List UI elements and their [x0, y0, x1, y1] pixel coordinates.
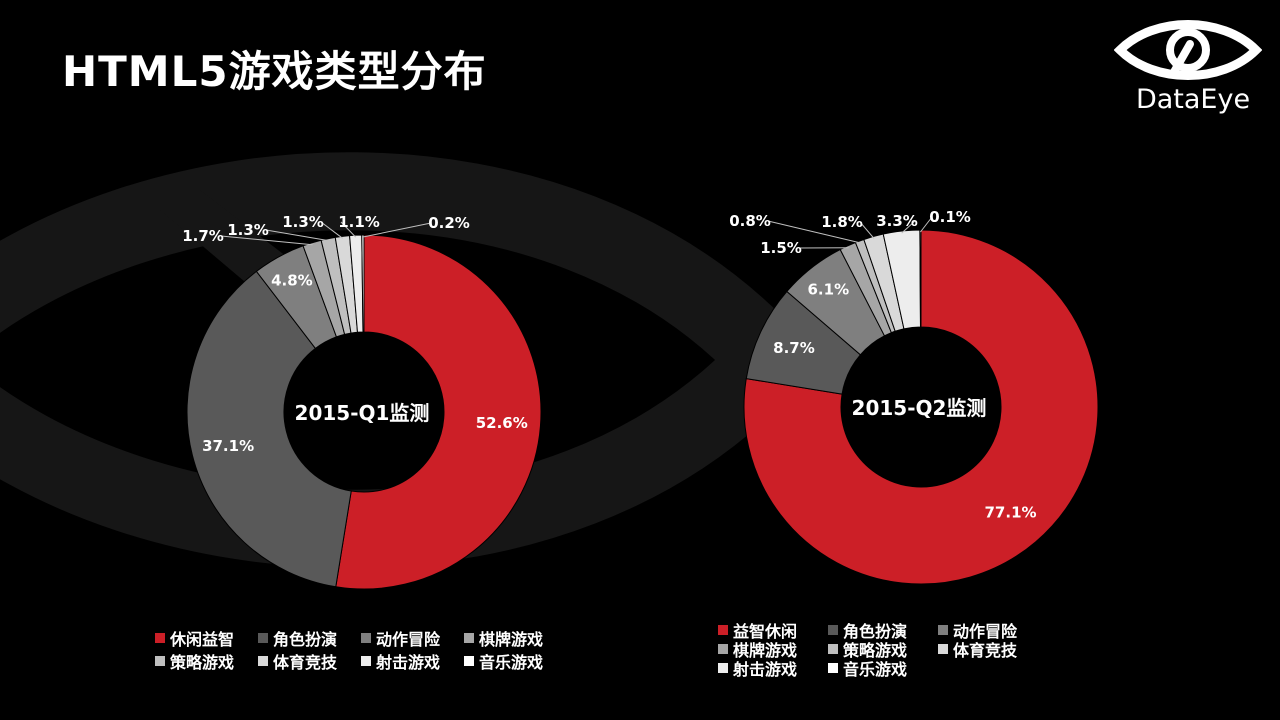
logo-text: DataEye [1135, 84, 1251, 115]
center-label: 2015-Q2监测 [852, 396, 987, 420]
page-title: HTML5游戏类型分布 [62, 47, 487, 96]
data-label: 6.1% [808, 280, 850, 298]
legend-item: 角色扮演 [258, 628, 361, 649]
legend-item: 棋牌游戏 [464, 628, 567, 649]
data-label: 77.1% [985, 503, 1037, 521]
leader-line [320, 221, 343, 239]
legend-label: 射击游戏 [376, 652, 441, 672]
legend-label: 动作冒险 [953, 621, 1018, 641]
legend-label: 角色扮演 [273, 629, 338, 649]
legend-swatch [361, 655, 371, 666]
data-label: 4.8% [271, 272, 313, 290]
legend-item: 体育竞技 [258, 651, 361, 672]
leader-line [220, 235, 313, 246]
eye-logo-icon [1114, 20, 1262, 80]
legend-item: 动作冒险 [361, 628, 464, 649]
legend-label: 角色扮演 [843, 621, 908, 641]
legend-item: 音乐游戏 [464, 651, 567, 672]
legend-swatch [718, 643, 728, 654]
pie-slice [361, 234, 365, 333]
legend-item: 策略游戏 [828, 639, 938, 660]
legend-swatch [718, 624, 728, 635]
pie-slice [186, 270, 352, 588]
legend-swatch [464, 632, 474, 643]
data-label: 8.7% [773, 339, 815, 357]
legend-item: 射击游戏 [718, 658, 828, 679]
legend-label: 益智休闲 [733, 621, 798, 641]
data-label: 0.1% [929, 208, 971, 226]
legend-q2: 益智休闲 角色扮演 动作冒险棋牌游戏 策略游戏 体育竞技射击游戏 音乐游戏 [718, 620, 1048, 679]
data-label: 1.3% [282, 213, 324, 231]
data-label: 1.8% [821, 213, 863, 231]
legend-label: 音乐游戏 [479, 652, 544, 672]
leader-line [362, 222, 432, 238]
legend-swatch [828, 643, 838, 654]
legend-q1: 休闲益智 角色扮演 动作冒险 棋牌游戏策略游戏 体育竞技 射击游戏 音乐游戏 [155, 628, 567, 672]
legend-item: 体育竞技 [938, 639, 1048, 660]
pie-slice [919, 229, 922, 328]
legend-swatch [828, 624, 838, 635]
data-label: 1.7% [182, 227, 224, 245]
donut-chart-q2: 77.1% 8.7% 6.1% 1.5% 0.8% 1.8% 3.3% 0.1% 2015-Q2… [729, 208, 1099, 585]
legend-swatch [155, 632, 165, 643]
pie-slice [335, 234, 542, 590]
legend-label: 策略游戏 [170, 652, 235, 672]
legend-swatch [155, 655, 165, 666]
legend-swatch [464, 655, 474, 666]
legend-label: 体育竞技 [953, 640, 1018, 660]
data-label: 0.2% [428, 214, 470, 232]
leader-line [265, 229, 329, 242]
legend-label: 体育竞技 [273, 652, 338, 672]
leader-line [340, 221, 357, 238]
legend-label: 音乐游戏 [843, 659, 908, 679]
legend-swatch [258, 632, 268, 643]
data-label: 37.1% [202, 437, 254, 455]
legend-item: 休闲益智 [155, 628, 258, 649]
legend-item: 射击游戏 [361, 651, 464, 672]
legend-item: 角色扮演 [828, 620, 938, 641]
donut-chart-q1: 52.6%37.1%4.8%1.7% 1.3% 1.3% 1.1% 0.2%2015-Q… [182, 213, 542, 590]
legend-label: 棋牌游戏 [479, 629, 544, 649]
data-label: 1.3% [227, 221, 269, 239]
legend-swatch [938, 624, 948, 635]
dataeye-logo: DataEye [1114, 14, 1262, 115]
data-label: 1.1% [338, 213, 380, 231]
legend-swatch [718, 662, 728, 673]
legend-label: 策略游戏 [843, 640, 908, 660]
legend-label: 动作冒险 [376, 629, 441, 649]
data-label: 1.5% [760, 239, 802, 257]
center-label: 2015-Q1监测 [295, 401, 430, 425]
data-label: 52.6% [476, 414, 528, 432]
data-label: 0.8% [729, 212, 771, 230]
legend-swatch [828, 662, 838, 673]
pie-slice [743, 229, 1099, 585]
legend-item: 棋牌游戏 [718, 639, 828, 660]
legend-swatch [938, 643, 948, 654]
leader-line [767, 220, 861, 244]
legend-swatch [258, 655, 268, 666]
legend-item: 动作冒险 [938, 620, 1048, 641]
leader-line [920, 216, 933, 233]
leader-line [901, 220, 916, 234]
legend-label: 棋牌游戏 [733, 640, 798, 660]
legend-swatch [361, 632, 371, 643]
legend-item: 策略游戏 [155, 651, 258, 672]
data-label: 3.3% [876, 212, 918, 230]
leader-line [859, 221, 875, 239]
legend-label: 休闲益智 [170, 629, 235, 649]
legend-item: 音乐游戏 [828, 658, 938, 679]
legend-item: 益智休闲 [718, 620, 828, 641]
legend-label: 射击游戏 [733, 659, 798, 679]
